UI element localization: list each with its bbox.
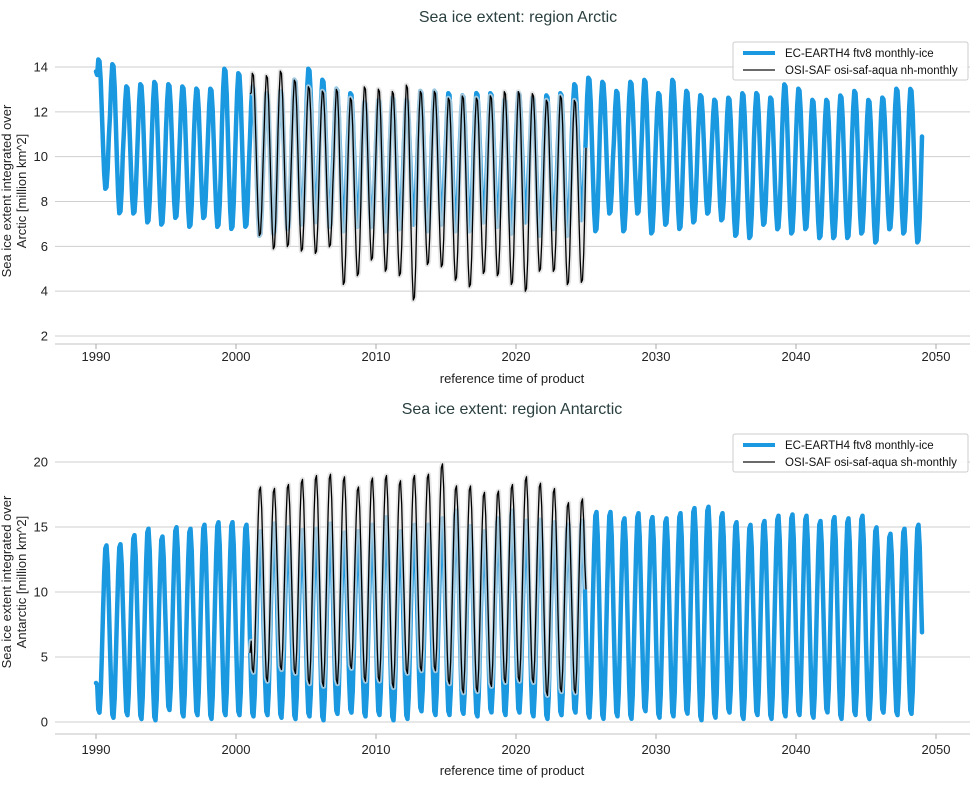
y-tick-label: 14 <box>34 60 48 75</box>
y-axis-label-line1: Sea ice extent integrated over <box>0 495 14 668</box>
x-tick-labels: 1990 2000 2010 2020 2030 2040 2050 <box>82 742 951 757</box>
x-tick-label: 2000 <box>222 349 251 364</box>
antarctic-chart: Sea ice extent: region Antarctic 0 5 10 15 2… <box>0 401 970 778</box>
y-tick-label: 5 <box>41 650 48 665</box>
x-tick-label: 2050 <box>922 349 951 364</box>
series-layer <box>93 57 925 303</box>
y-tick-label: 10 <box>34 585 48 600</box>
legend-box <box>732 433 969 473</box>
y-tick-label: 8 <box>41 194 48 209</box>
x-tick-label: 1990 <box>82 742 111 757</box>
y-tick-labels: 0 5 10 15 20 <box>34 455 48 730</box>
series-line-observations <box>249 463 587 697</box>
legend-label-model: EC-EARTH4 ftv8 monthly-ice <box>785 48 934 60</box>
x-tick-label: 2020 <box>502 349 531 364</box>
legend-label-model: EC-EARTH4 ftv8 monthly-ice <box>785 440 934 452</box>
chart-title: Sea ice extent: region Antarctic <box>402 401 623 418</box>
arctic-chart: Sea ice extent: region Arctic 2 4 6 8 10 12 14… <box>0 9 970 386</box>
y-tick-label: 2 <box>41 329 48 344</box>
x-axis-label: reference time of product <box>440 371 585 386</box>
y-tick-label: 4 <box>41 284 48 299</box>
y-axis-label-line2: Antarctic [million km^2] <box>14 516 29 649</box>
y-tick-label: 12 <box>34 104 48 119</box>
x-tick-label: 2010 <box>362 742 391 757</box>
y-tick-label: 6 <box>41 239 48 254</box>
legend-label-obs: OSI-SAF osi-saf-aqua nh-monthly <box>785 65 958 77</box>
x-tick-label: 2030 <box>642 742 671 757</box>
x-tick-label: 2040 <box>782 349 811 364</box>
x-tick-labels: 1990 2000 2010 2020 2030 2040 2050 <box>82 349 951 364</box>
series-layer <box>93 461 925 723</box>
chart-title: Sea ice extent: region Arctic <box>419 9 617 26</box>
x-tick-label: 2020 <box>502 742 531 757</box>
x-axis-label: reference time of product <box>440 763 585 778</box>
legend: EC-EARTH4 ftv8 monthly-ice OSI-SAF osi-s… <box>732 41 969 81</box>
y-tick-label: 20 <box>34 455 48 470</box>
x-tick-label: 2010 <box>362 349 391 364</box>
y-tick-label: 10 <box>34 149 48 164</box>
y-tick-label: 0 <box>41 715 48 730</box>
legend-box <box>732 41 969 81</box>
y-tick-label: 15 <box>34 520 48 535</box>
legend: EC-EARTH4 ftv8 monthly-ice OSI-SAF osi-s… <box>732 433 969 473</box>
series-line-observations <box>249 70 587 301</box>
y-axis-label-line1: Sea ice extent integrated over <box>0 104 14 277</box>
legend-label-obs: OSI-SAF osi-saf-aqua sh-monthly <box>785 457 957 469</box>
y-axis-label-line2: Arctic [million km^2] <box>14 134 29 248</box>
x-tick-label: 1990 <box>82 349 111 364</box>
x-tick-label: 2050 <box>922 742 951 757</box>
x-tick-label: 2040 <box>782 742 811 757</box>
x-tick-label: 2030 <box>642 349 671 364</box>
x-tick-label: 2000 <box>222 742 251 757</box>
y-tick-labels: 2 4 6 8 10 12 14 <box>34 60 48 344</box>
